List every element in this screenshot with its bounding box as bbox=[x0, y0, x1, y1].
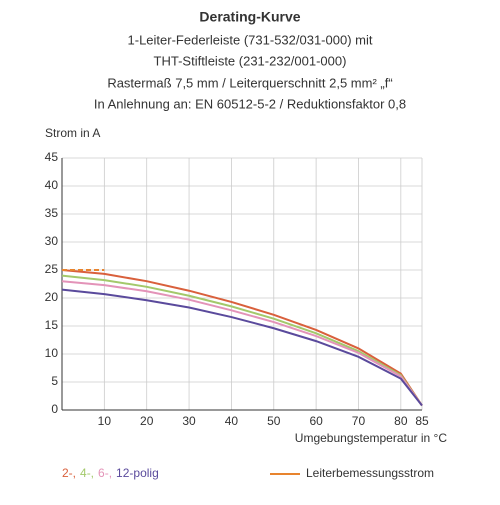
y-tick-label: 10 bbox=[45, 346, 59, 360]
y-tick-label: 45 bbox=[45, 150, 59, 164]
x-tick-label: 30 bbox=[182, 414, 196, 428]
x-tick-label: 80 bbox=[394, 414, 408, 428]
y-tick-label: 35 bbox=[45, 206, 59, 220]
x-tick-label: 20 bbox=[140, 414, 154, 428]
x-tick-label: 60 bbox=[309, 414, 323, 428]
y-tick-label: 0 bbox=[51, 402, 58, 416]
subtitle: Rastermaß 7,5 mm / Leiterquerschnitt 2,5… bbox=[107, 75, 392, 90]
legend-label: Leiterbemessungsstrom bbox=[306, 466, 434, 480]
x-tick-label: 70 bbox=[352, 414, 366, 428]
y-tick-label: 15 bbox=[45, 318, 59, 332]
subtitle: In Anlehnung an: EN 60512-5-2 / Reduktio… bbox=[94, 96, 406, 111]
chart-title: Derating-Kurve bbox=[199, 9, 300, 25]
y-tick-label: 5 bbox=[51, 374, 58, 388]
x-tick-label: 10 bbox=[98, 414, 112, 428]
subtitle: THT-Stiftleiste (231-232/001-000) bbox=[154, 53, 347, 68]
data-line bbox=[61, 269, 423, 407]
y-tick-label: 40 bbox=[45, 178, 59, 192]
x-tick-label: 85 bbox=[415, 414, 429, 428]
x-tick-label: 40 bbox=[225, 414, 239, 428]
subtitle: 1-Leiter-Federleiste (731-532/031-000) m… bbox=[128, 32, 373, 47]
data-line bbox=[61, 288, 423, 407]
x-axis-label: Umgebungstemperatur in °C bbox=[295, 431, 448, 445]
x-tick-label: 50 bbox=[267, 414, 281, 428]
y-tick-label: 20 bbox=[45, 290, 59, 304]
y-tick-label: 25 bbox=[45, 262, 59, 276]
legend-label: 2-, bbox=[62, 466, 76, 480]
legend-label: 4-, bbox=[80, 466, 94, 480]
y-tick-label: 30 bbox=[45, 234, 59, 248]
data-line bbox=[61, 274, 423, 407]
y-axis-label: Strom in A bbox=[45, 126, 100, 140]
legend-label: 6-, bbox=[98, 466, 112, 480]
legend-label: 12-polig bbox=[116, 466, 159, 480]
data-line bbox=[61, 280, 423, 407]
